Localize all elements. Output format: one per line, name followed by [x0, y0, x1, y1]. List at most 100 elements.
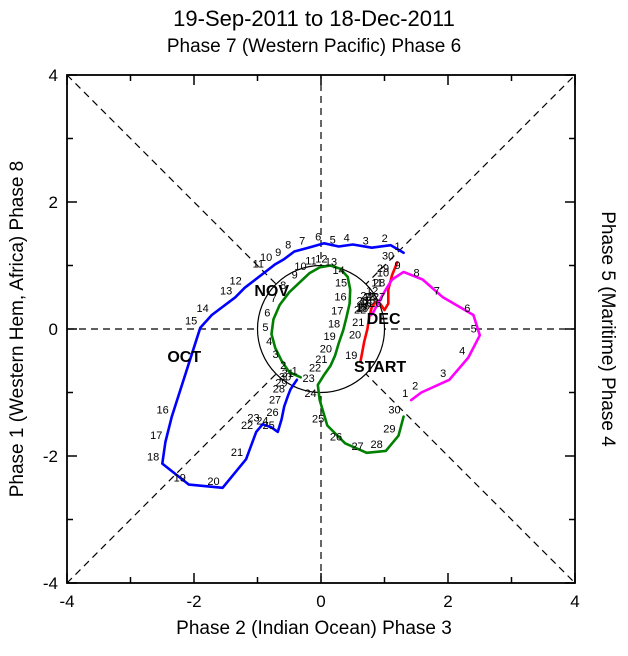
svg-text:13: 13	[363, 292, 375, 304]
svg-text:12: 12	[315, 254, 327, 266]
svg-text:17: 17	[150, 430, 162, 442]
svg-text:27: 27	[351, 441, 363, 453]
svg-text:11: 11	[371, 278, 382, 290]
svg-text:11: 11	[253, 259, 264, 271]
svg-text:29: 29	[275, 377, 287, 389]
svg-text:3: 3	[272, 349, 278, 361]
svg-text:6: 6	[264, 308, 270, 320]
svg-text:24: 24	[360, 290, 372, 302]
month-label-nov: NOV	[254, 283, 289, 300]
svg-text:30: 30	[388, 405, 400, 417]
svg-text:3: 3	[440, 368, 446, 380]
svg-text:31: 31	[282, 368, 294, 380]
svg-text:22: 22	[354, 304, 366, 316]
svg-text:-2: -2	[43, 447, 58, 466]
svg-text:4: 4	[459, 346, 465, 358]
svg-text:5: 5	[471, 323, 477, 335]
svg-text:21: 21	[315, 354, 327, 366]
top-axis-label: Phase 7 (Western Pacific) Phase 6	[166, 36, 462, 57]
svg-text:3: 3	[363, 236, 369, 248]
svg-text:17: 17	[357, 302, 369, 314]
svg-text:8: 8	[413, 268, 419, 280]
day-labels-november: 1234567891011121314151617181920212223242…	[262, 254, 400, 453]
svg-text:23: 23	[303, 373, 315, 385]
svg-text:21: 21	[231, 447, 243, 459]
svg-text:21: 21	[352, 317, 364, 329]
svg-text:19: 19	[174, 473, 186, 485]
svg-text:2: 2	[443, 592, 452, 611]
svg-text:8: 8	[280, 280, 286, 292]
svg-text:25: 25	[263, 420, 275, 432]
svg-text:16: 16	[334, 292, 346, 304]
svg-text:2: 2	[382, 233, 388, 245]
svg-text:30: 30	[279, 372, 291, 384]
trajectory-december	[369, 270, 482, 402]
svg-text:5: 5	[262, 322, 268, 334]
svg-text:27: 27	[269, 395, 281, 407]
svg-text:20: 20	[349, 330, 361, 342]
svg-text:16: 16	[358, 301, 370, 313]
svg-text:9: 9	[394, 260, 400, 272]
svg-text:2: 2	[412, 381, 418, 393]
svg-text:9: 9	[275, 247, 281, 259]
month-label-oct: OCT	[167, 349, 201, 366]
svg-text:15: 15	[335, 278, 347, 290]
svg-text:25: 25	[365, 292, 377, 304]
svg-text:9: 9	[292, 269, 298, 281]
svg-text:0: 0	[316, 592, 325, 611]
svg-text:19: 19	[324, 331, 336, 343]
svg-text:-4: -4	[59, 592, 74, 611]
svg-text:28: 28	[371, 439, 383, 451]
svg-text:2: 2	[280, 360, 286, 372]
svg-text:-4: -4	[43, 574, 58, 593]
svg-text:27: 27	[373, 292, 385, 304]
svg-text:13: 13	[220, 285, 232, 297]
svg-text:4: 4	[266, 336, 272, 348]
svg-text:12: 12	[230, 276, 242, 288]
svg-text:22: 22	[241, 420, 253, 432]
svg-text:14: 14	[197, 303, 209, 315]
svg-text:8: 8	[285, 240, 291, 252]
svg-text:4: 4	[49, 66, 58, 85]
weak-mjo-circle	[256, 264, 386, 394]
svg-text:10: 10	[377, 268, 389, 280]
svg-text:4: 4	[344, 233, 350, 245]
svg-text:22: 22	[309, 363, 321, 375]
svg-text:13: 13	[325, 257, 337, 269]
axis-ticks	[66, 74, 576, 584]
svg-text:20: 20	[207, 476, 219, 488]
chart-title: 19-Sep-2011 to 18-Dec-2011	[173, 6, 455, 31]
svg-text:28: 28	[373, 278, 385, 290]
svg-text:18: 18	[328, 318, 340, 330]
svg-text:15: 15	[359, 299, 371, 311]
svg-text:26: 26	[330, 431, 342, 443]
svg-text:24: 24	[256, 415, 268, 427]
svg-text:10: 10	[294, 261, 306, 273]
svg-text:17: 17	[331, 306, 343, 318]
svg-text:12: 12	[366, 285, 378, 297]
start-label: START	[354, 359, 406, 376]
svg-text:11: 11	[305, 255, 316, 267]
svg-text:6: 6	[464, 303, 470, 315]
svg-text:23: 23	[357, 295, 369, 307]
svg-text:2: 2	[49, 193, 58, 212]
svg-text:29: 29	[383, 424, 395, 436]
svg-text:25: 25	[312, 414, 324, 426]
svg-text:7: 7	[299, 236, 305, 248]
svg-text:16: 16	[157, 405, 169, 417]
svg-text:23: 23	[247, 412, 259, 424]
svg-text:-2: -2	[186, 592, 201, 611]
trajectory-november	[270, 264, 405, 455]
svg-text:18: 18	[147, 452, 159, 464]
svg-text:24: 24	[304, 388, 316, 400]
svg-text:30: 30	[382, 250, 394, 262]
svg-text:0: 0	[49, 320, 58, 339]
svg-text:5: 5	[330, 235, 336, 247]
svg-text:1: 1	[402, 388, 408, 400]
svg-text:1: 1	[292, 365, 298, 377]
